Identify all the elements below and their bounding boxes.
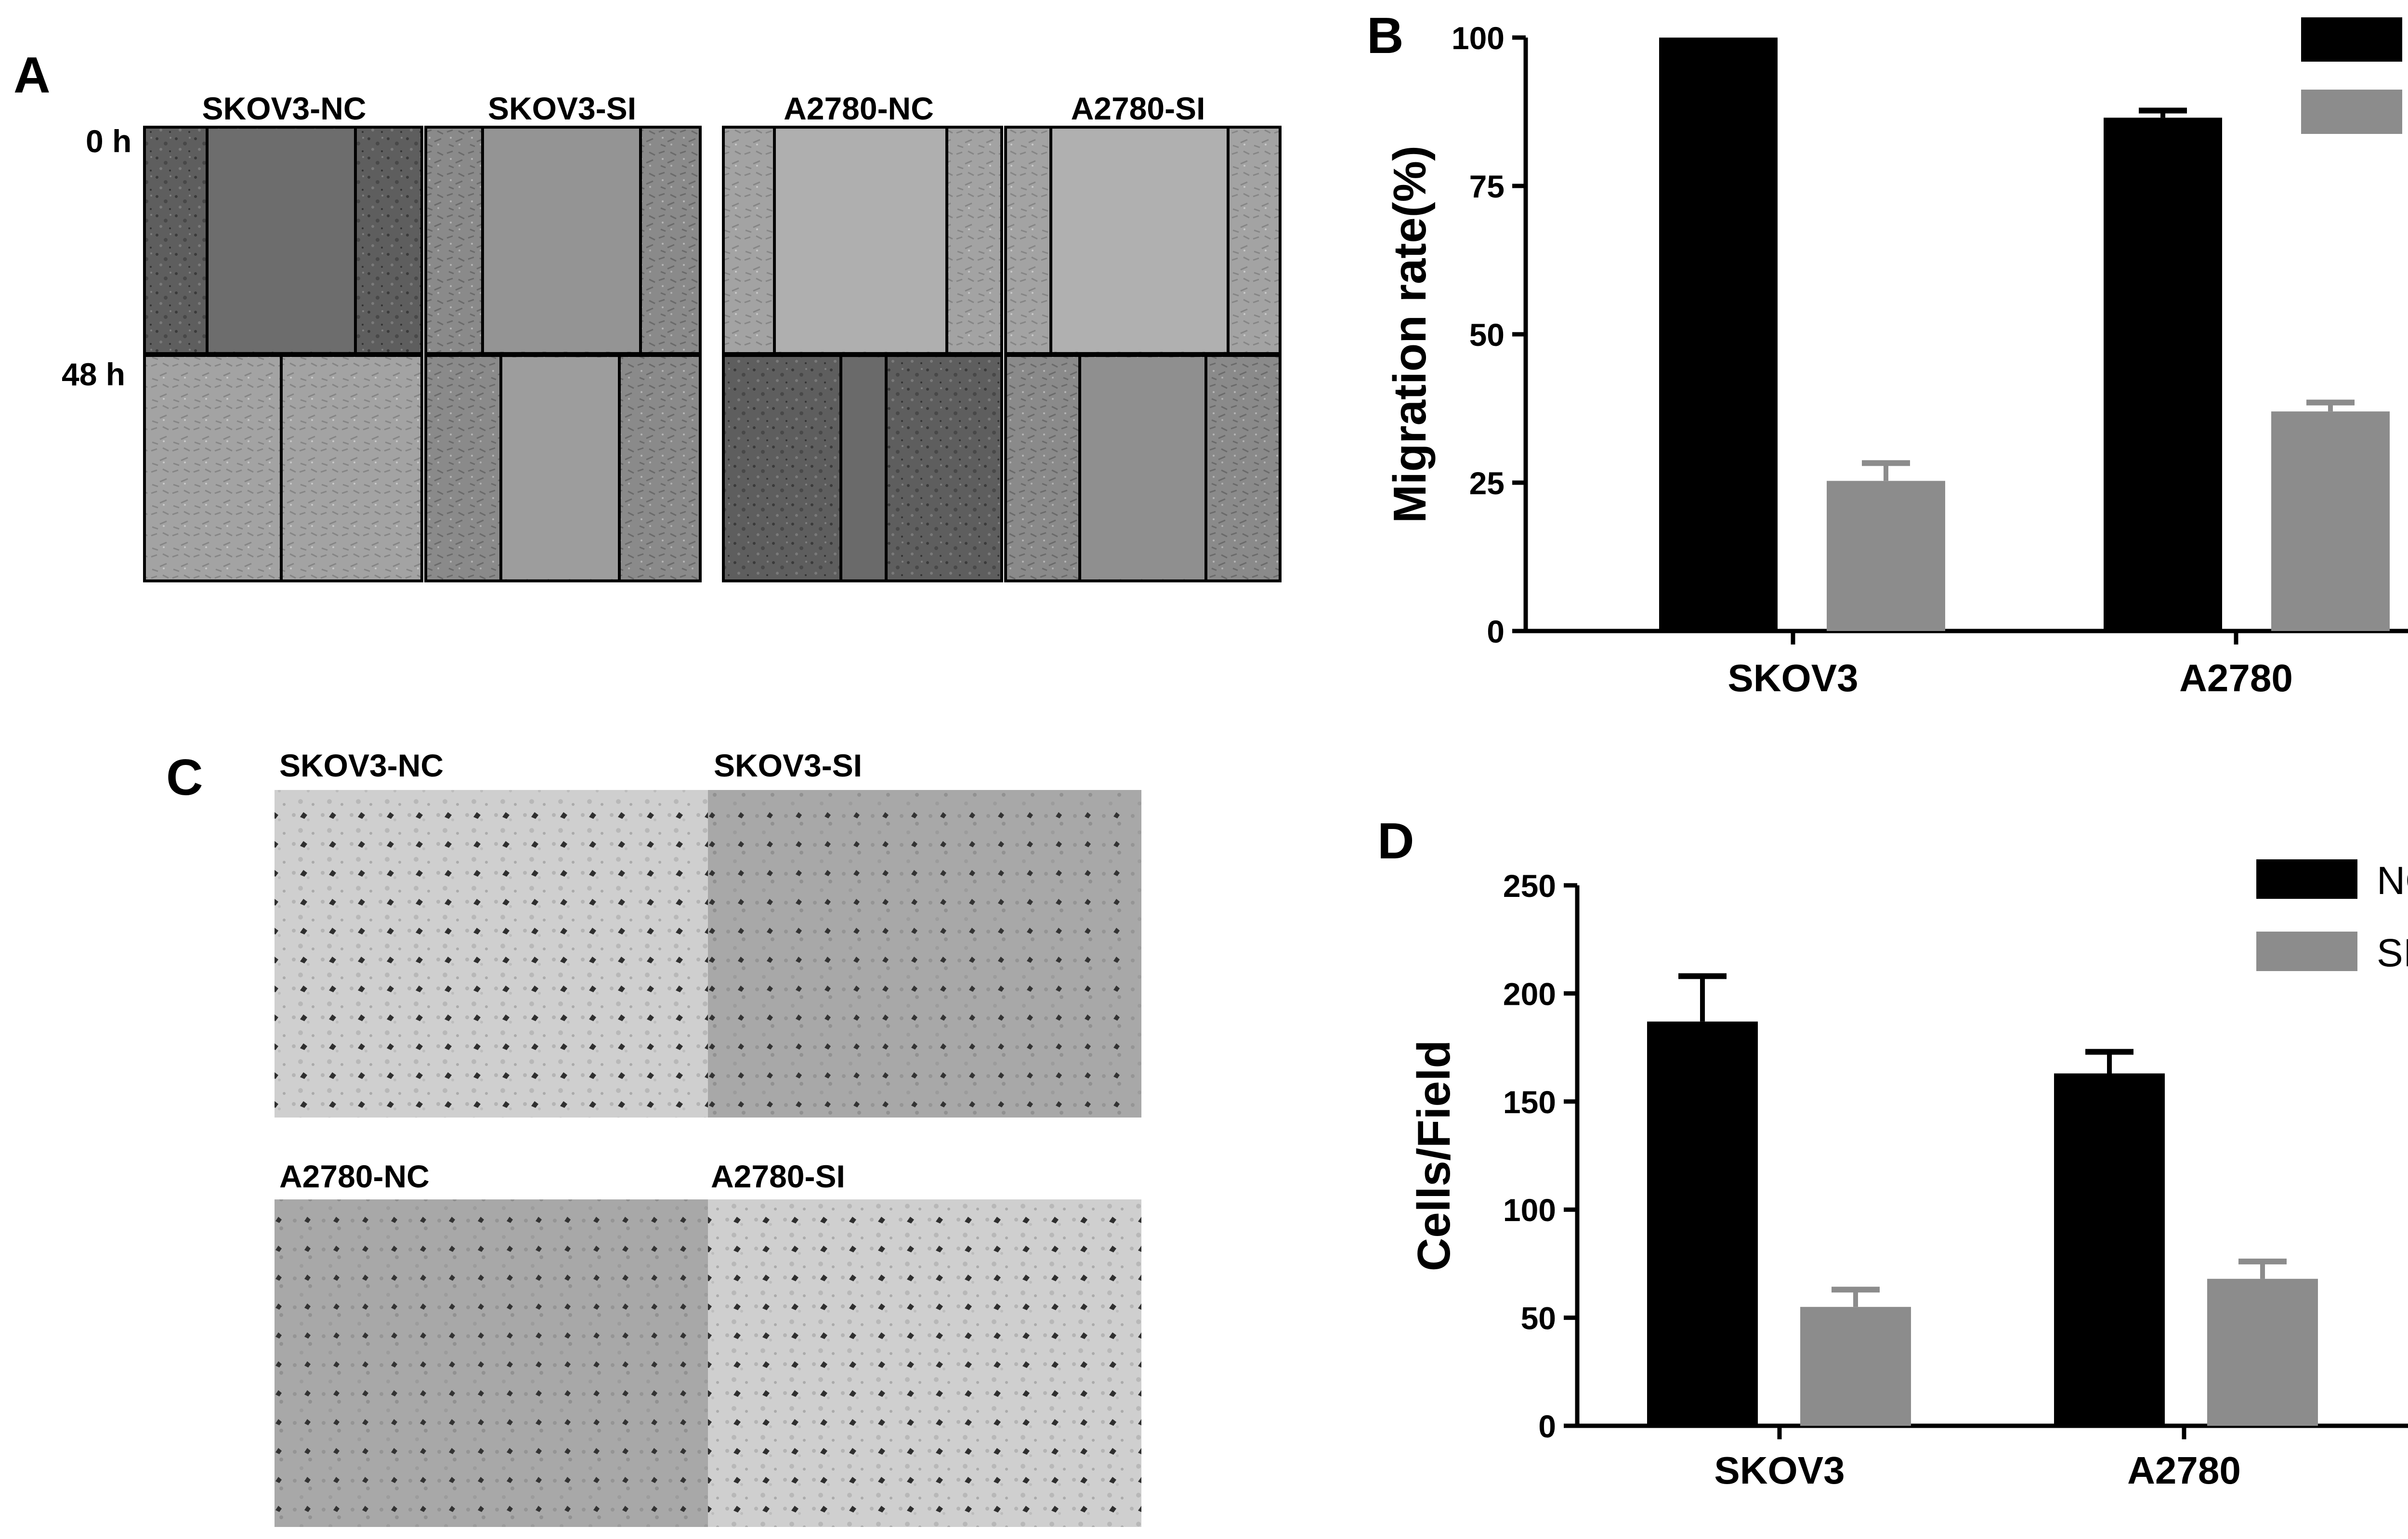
- legend-swatch-nc: [2256, 859, 2357, 899]
- column-label-skov3-nc: SKOV3-NC: [202, 91, 366, 126]
- y-tick-label: 0: [1487, 614, 1505, 649]
- row-label-0h: 0 h: [86, 123, 131, 159]
- x-category-label-skov3: SKOV3: [1727, 657, 1858, 699]
- transwell-label-skov3-si: SKOV3-SI: [714, 748, 862, 783]
- column-label-a2780-si: A2780-SI: [1071, 91, 1205, 126]
- bar-nc-skov3: [1659, 38, 1778, 631]
- scratch-image-skov3-si-0h: [424, 126, 702, 355]
- scratch-image-a2780-si-0h: [1004, 126, 1282, 355]
- y-axis-title: Cells/Field: [1408, 1040, 1460, 1271]
- bar-si-a2780: [2207, 1278, 2318, 1426]
- scratch-image-a2780-nc-48h: [722, 354, 1003, 582]
- legend-swatch-si: [2301, 90, 2402, 134]
- y-tick-label: 25: [1469, 465, 1505, 501]
- panel-letter-b: B: [1367, 7, 1404, 64]
- y-tick-label: 50: [1521, 1301, 1556, 1336]
- transwell-image-a2780-si: [708, 1199, 1141, 1527]
- transwell-image-skov3-si: [708, 790, 1141, 1118]
- y-tick-label: 200: [1503, 976, 1556, 1012]
- bar-si-skov3: [1800, 1307, 1911, 1426]
- y-axis-title: Migration rate(%): [1384, 145, 1436, 523]
- x-category-label-skov3: SKOV3: [1714, 1449, 1845, 1492]
- cells-per-field-chart: 0 50 100 150 200 250 Cells/Field SKOV3 A2780 NC SI: [1408, 859, 2408, 1492]
- y-tick-label: 75: [1469, 169, 1505, 204]
- y-tick-label: 250: [1503, 868, 1556, 904]
- panel-letter-a: A: [13, 47, 51, 104]
- legend-label-nc: NC: [2377, 859, 2408, 903]
- transwell-label-a2780-nc: A2780-NC: [279, 1158, 430, 1194]
- scratch-image-a2780-si-48h: [1004, 354, 1282, 582]
- y-tick-label: 100: [1503, 1192, 1556, 1228]
- y-tick-label: 100: [1452, 20, 1505, 56]
- y-tick-label: 50: [1469, 317, 1505, 353]
- y-tick-label: 150: [1503, 1084, 1556, 1120]
- legend-label-si: SI: [2377, 931, 2408, 975]
- y-tick-label: 0: [1538, 1408, 1556, 1444]
- column-label-a2780-nc: A2780-NC: [784, 91, 934, 126]
- scratch-image-skov3-nc-48h: [143, 354, 423, 582]
- transwell-image-a2780-nc: [275, 1199, 708, 1527]
- transwell-label-skov3-nc: SKOV3-NC: [279, 748, 444, 783]
- bar-nc-skov3: [1647, 1021, 1758, 1426]
- transwell-image-skov3-nc: [275, 790, 708, 1118]
- bar-nc-a2780: [2104, 118, 2222, 631]
- x-category-label-a2780: A2780: [2127, 1449, 2241, 1492]
- bar-si-a2780: [2271, 411, 2390, 631]
- legend-swatch-nc: [2301, 17, 2402, 62]
- bar-si-skov3: [1827, 481, 1945, 631]
- x-category-label-a2780: A2780: [2179, 657, 2293, 699]
- row-label-48h: 48 h: [62, 356, 125, 392]
- bar-nc-a2780: [2054, 1073, 2165, 1426]
- transwell-label-a2780-si: A2780-SI: [711, 1158, 845, 1194]
- panel-letter-d: D: [1377, 813, 1414, 869]
- scratch-image-skov3-nc-0h: [143, 126, 423, 355]
- panel-letter-c: C: [166, 749, 203, 806]
- legend-swatch-si: [2256, 932, 2357, 971]
- scratch-image-a2780-nc-0h: [722, 126, 1003, 355]
- column-label-skov3-si: SKOV3-SI: [488, 91, 636, 126]
- scratch-image-skov3-si-48h: [424, 354, 702, 582]
